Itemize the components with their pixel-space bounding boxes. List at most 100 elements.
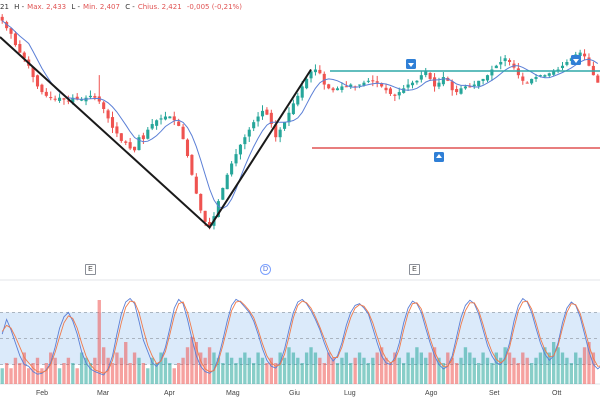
open-value: 21 bbox=[0, 3, 9, 11]
volume-bar bbox=[415, 347, 419, 384]
candle-body bbox=[225, 174, 229, 190]
dividend-event-marker[interactable]: D bbox=[260, 264, 271, 275]
moving-average bbox=[1, 20, 599, 209]
candle-body bbox=[137, 137, 141, 151]
candle-body bbox=[230, 163, 234, 175]
earnings-event-marker[interactable]: E bbox=[409, 264, 420, 275]
candle-body bbox=[247, 129, 251, 137]
volume-bar bbox=[547, 352, 551, 384]
volume-bar bbox=[146, 368, 150, 384]
candle bbox=[296, 92, 300, 107]
candle bbox=[393, 93, 397, 102]
volume-bar bbox=[238, 357, 243, 384]
candle-body bbox=[371, 80, 375, 82]
volume-bar bbox=[88, 363, 93, 384]
candle bbox=[327, 83, 331, 90]
volume-bar bbox=[525, 357, 529, 384]
candle-body bbox=[309, 71, 313, 79]
volume-bar bbox=[128, 363, 132, 384]
candle-body bbox=[287, 112, 291, 123]
volume-bar bbox=[97, 300, 101, 384]
earnings-event-marker[interactable]: E bbox=[85, 264, 96, 275]
volume-bar bbox=[282, 357, 287, 384]
candle-body bbox=[269, 112, 273, 125]
volume-bar bbox=[410, 357, 415, 384]
candle-body bbox=[366, 80, 370, 82]
volume-bar bbox=[499, 357, 503, 384]
candle bbox=[547, 72, 551, 78]
volume-bar bbox=[529, 363, 534, 384]
stochastic-d-line bbox=[1, 300, 600, 374]
candle-body bbox=[291, 103, 295, 115]
candle bbox=[397, 87, 401, 100]
markers[interactable] bbox=[406, 55, 581, 162]
volume-bar bbox=[110, 363, 115, 384]
volume-bar bbox=[84, 357, 88, 384]
candle-body bbox=[124, 141, 128, 143]
sell-arrow-icon-glyph bbox=[408, 63, 414, 67]
candle bbox=[185, 138, 190, 158]
candle-body bbox=[331, 88, 335, 91]
candle bbox=[596, 73, 600, 83]
x-tick-label: Mar bbox=[97, 390, 110, 397]
candle-body bbox=[155, 120, 159, 126]
candle bbox=[309, 70, 313, 83]
candle bbox=[415, 80, 419, 85]
volume-bar bbox=[168, 363, 172, 384]
sell-arrow-icon bbox=[406, 59, 416, 69]
candle bbox=[450, 79, 454, 96]
pattern-lines[interactable] bbox=[0, 36, 600, 229]
close-value: Chius. 2,421 bbox=[137, 3, 182, 11]
candle-body bbox=[437, 82, 441, 87]
volume-bar bbox=[331, 357, 335, 384]
volume-bar bbox=[450, 357, 454, 384]
candle-body bbox=[208, 221, 212, 228]
volume-bar bbox=[393, 352, 397, 384]
candle bbox=[141, 132, 145, 144]
volume-bar bbox=[587, 342, 591, 384]
candle-body bbox=[397, 92, 401, 96]
candle bbox=[124, 140, 128, 146]
candle-body bbox=[80, 99, 84, 101]
x-tick-label: Giu bbox=[289, 390, 300, 397]
candle-body bbox=[313, 69, 317, 73]
candle bbox=[159, 114, 163, 125]
volume-bar bbox=[485, 357, 490, 384]
candle-body bbox=[278, 129, 282, 138]
candle-body bbox=[415, 80, 419, 83]
candle bbox=[459, 85, 463, 95]
volume-bar bbox=[172, 368, 176, 384]
candle bbox=[234, 149, 238, 167]
candle bbox=[35, 74, 40, 89]
candle-body bbox=[163, 116, 167, 120]
x-tick-label: Set bbox=[489, 390, 500, 397]
candle bbox=[9, 27, 13, 39]
volume-bar bbox=[397, 357, 401, 384]
candle-body bbox=[490, 69, 494, 76]
volume-bar bbox=[296, 357, 300, 384]
candles bbox=[0, 14, 600, 230]
volume-bar bbox=[446, 352, 450, 384]
candle-body bbox=[234, 154, 238, 164]
candle-body bbox=[13, 33, 17, 46]
candle bbox=[44, 88, 48, 98]
volume-bar bbox=[494, 352, 498, 384]
volume-bar bbox=[225, 352, 229, 384]
candle bbox=[190, 154, 194, 176]
volume-bar bbox=[207, 347, 212, 384]
candle-body bbox=[199, 193, 203, 211]
candle bbox=[331, 86, 335, 93]
volume-bar bbox=[119, 357, 123, 384]
candle-body bbox=[583, 53, 587, 57]
candle bbox=[146, 127, 150, 140]
candle-body bbox=[31, 66, 35, 78]
volume-bar bbox=[154, 363, 159, 384]
candle-body bbox=[305, 78, 309, 89]
v-pattern-line bbox=[0, 36, 312, 229]
volume-bar bbox=[388, 363, 393, 384]
volume-bar bbox=[269, 357, 273, 384]
candle bbox=[163, 111, 167, 121]
candle-body bbox=[49, 97, 53, 99]
volume-bar bbox=[234, 363, 238, 384]
